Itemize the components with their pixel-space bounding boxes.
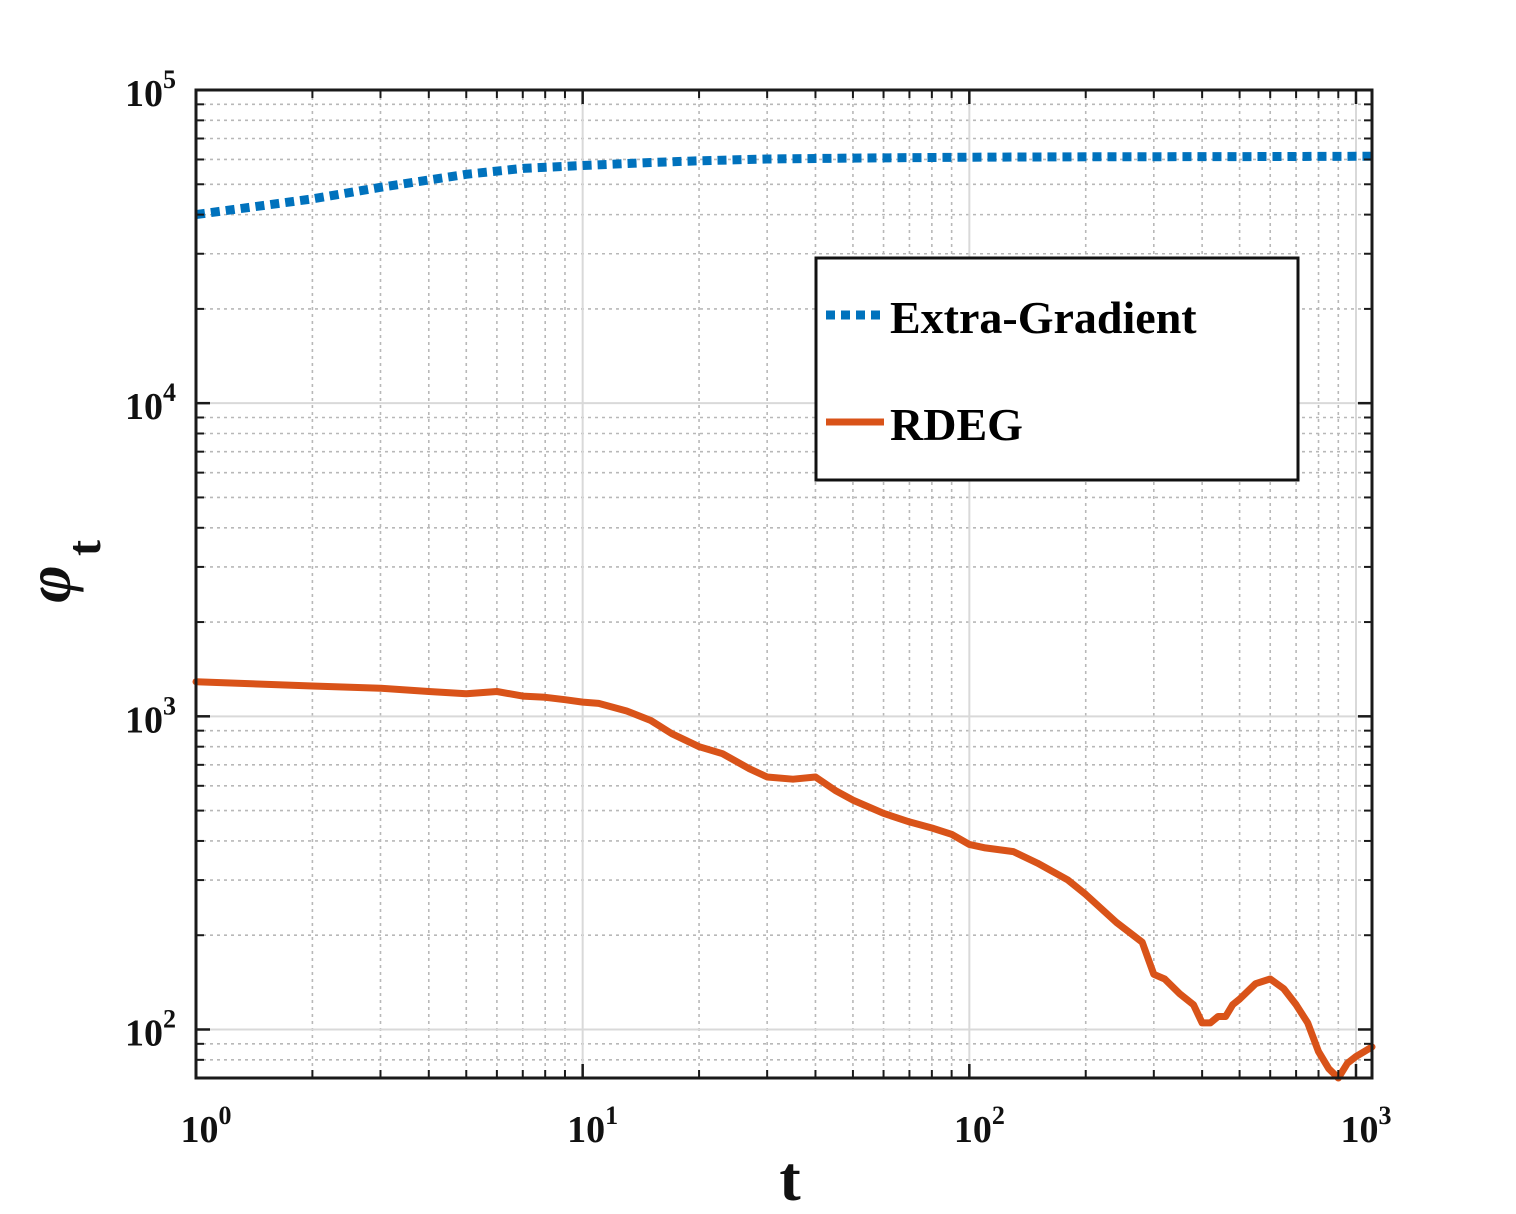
legend-box [814,256,1300,482]
y-tick-label: 105 [125,65,176,115]
y-tick-label: 103 [125,691,176,741]
minor-grid [196,90,1372,1079]
ticks-layer [194,88,1372,1079]
legend: Extra-Gradient RDEG [814,256,1300,482]
x-tick-labels: 100 101 102 103 [181,1101,1392,1151]
x-tick-label: 101 [567,1101,618,1151]
y-axis-label-symbol: φ [13,565,84,602]
legend-label-extra-gradient: Extra-Gradient [890,292,1197,343]
x-axis-label: t [779,1143,801,1214]
y-tick-labels: 102 103 104 105 [125,65,176,1054]
y-axis-label: φ t [13,540,111,603]
plot-frame [194,88,1374,1080]
series-line-extra-gradient [195,151,1372,220]
series-line-rdeg [192,678,1376,1082]
x-tick-label: 103 [1340,1101,1391,1151]
y-tick-label: 102 [125,1004,176,1054]
legend-label-rdeg: RDEG [890,399,1023,450]
y-tick-label: 104 [125,378,176,428]
x-tick-label: 100 [181,1101,232,1151]
y-axis-label-subscript: t [58,540,111,556]
x-tick-label: 102 [954,1101,1005,1151]
series-layer [192,151,1376,1082]
